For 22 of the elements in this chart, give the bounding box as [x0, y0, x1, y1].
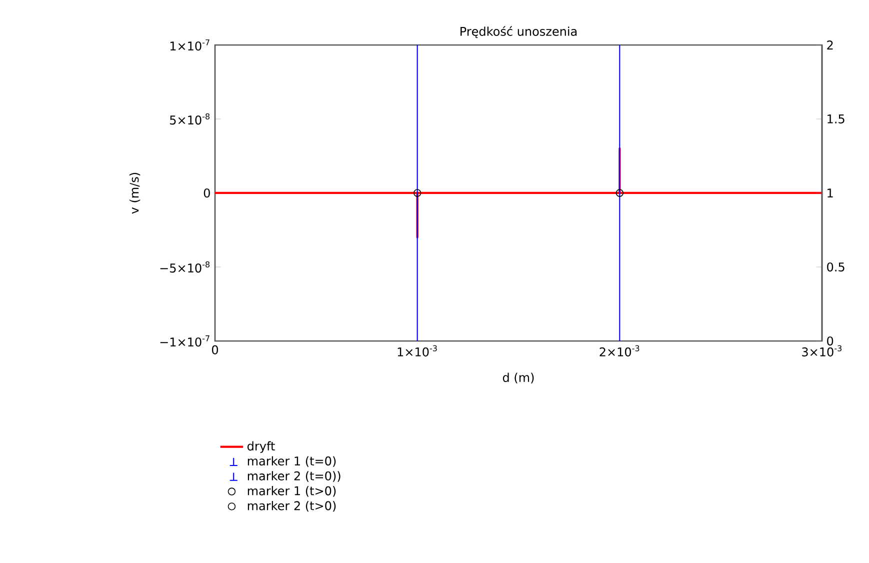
y2-tick-label: 0.5 — [827, 262, 844, 272]
y-tick-label: 1×10$^{-7}$ — [170, 39, 210, 51]
x-tick-label: 1×10$^{-3}$ — [398, 345, 437, 356]
legend-label: marker 1 (t>0) — [248, 486, 336, 497]
y-tick-label: −5×10$^{-8}$ — [160, 261, 210, 273]
y2-tick-label: 2 — [827, 40, 833, 50]
legend-label: dryft — [248, 441, 275, 453]
y2-tick-label: 1 — [828, 188, 833, 198]
y-tick-label: 0 — [204, 188, 210, 198]
x-tick-label: 3×10$^{-3}$ — [802, 345, 842, 356]
y2-tick-label: 1.5 — [828, 114, 844, 124]
legend-label: marker 2 (t=0)) — [248, 471, 340, 482]
x-tick-label: 2×10$^{-3}$ — [600, 345, 640, 356]
y-tick-label: 5×10$^{-8}$ — [170, 113, 210, 125]
y-axis-title: v (m/s) — [129, 172, 140, 214]
y-tick-label: −1×10$^{-7}$ — [160, 335, 210, 347]
chart-title: Prędkość unoszenia — [460, 26, 577, 38]
x-tick-label: 0 — [212, 345, 218, 354]
legend-label: marker 2 (t>0) — [248, 500, 336, 512]
legend-label: marker 1 (t=0) — [248, 456, 336, 467]
y2-tick-label: 0 — [827, 336, 834, 346]
x-axis-title: d (m) — [502, 372, 534, 384]
